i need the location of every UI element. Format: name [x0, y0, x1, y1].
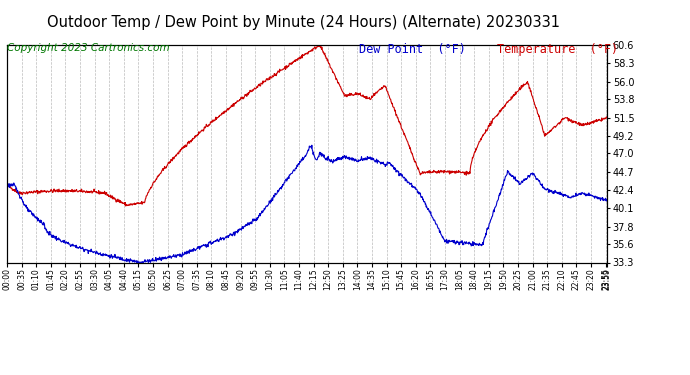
Text: Dew Point  (°F): Dew Point (°F) [359, 43, 466, 56]
Text: Temperature  (°F): Temperature (°F) [497, 43, 618, 56]
Text: Outdoor Temp / Dew Point by Minute (24 Hours) (Alternate) 20230331: Outdoor Temp / Dew Point by Minute (24 H… [47, 15, 560, 30]
Text: Copyright 2023 Cartronics.com: Copyright 2023 Cartronics.com [7, 43, 170, 53]
